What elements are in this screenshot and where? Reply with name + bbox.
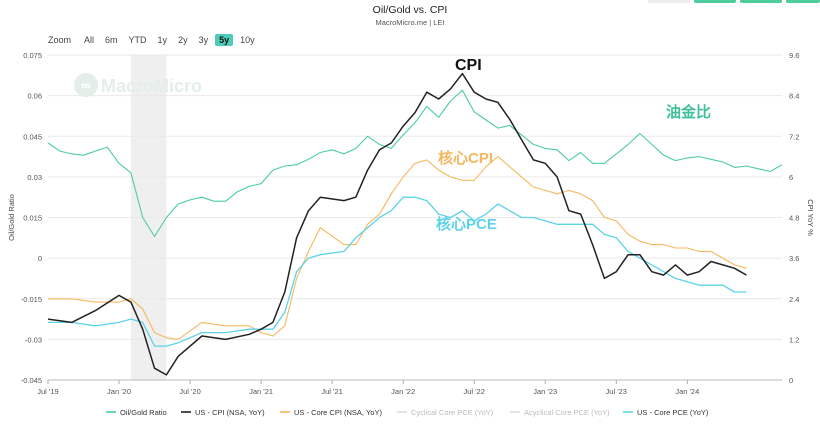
y-right-tick-label: 1.2 (789, 335, 799, 344)
toolbar-button-4[interactable] (786, 0, 820, 3)
y-right-tick-label: 9.6 (789, 51, 799, 60)
watermark-text: MacroMicro (101, 76, 202, 96)
annotation-cpi: CPI (455, 57, 482, 74)
y-left-tick-label: -0.045 (21, 376, 42, 385)
x-tick-label: Jul '22 (463, 387, 484, 396)
chart-subtitle: MacroMicro.me | LEI (375, 18, 445, 27)
y-left-tick-label: 0 (38, 254, 42, 263)
zoom-all-button[interactable]: All (84, 35, 95, 45)
y-left-tick-label: 0.06 (27, 92, 42, 101)
y-right-tick-label: 7.2 (789, 132, 799, 141)
legend-item-oil_gold[interactable]: Oil/Gold Ratio (120, 408, 167, 417)
x-tick-label: Jul '20 (179, 387, 200, 396)
y-right-tick-label: 8.4 (789, 92, 799, 101)
zoom-6m-button[interactable]: 6m (105, 35, 118, 45)
legend-item-acyclical[interactable]: Acyclical Core PCE (YoY) (524, 408, 610, 417)
y-left-tick-label: 0.075 (23, 51, 42, 60)
chart-title: Oil/Gold vs. CPI (372, 4, 448, 16)
series-line-oil_gold (47, 89, 783, 238)
zoom-5y-button[interactable]: 5y (215, 34, 234, 46)
toolbar-button-1[interactable] (648, 0, 690, 3)
x-tick-label: Jan '20 (107, 387, 131, 396)
y-right-tick-label: 4.8 (789, 214, 799, 223)
y-right-tick-label: 2.4 (789, 295, 799, 304)
y-left-tick-label: -0.03 (25, 335, 42, 344)
zoom-bar: Zoom All 6m YTD 1y 2y 3y 5y 10y (48, 34, 262, 46)
legend-item-core_pce[interactable]: US - Core PCE (YoY) (637, 408, 709, 417)
zoom-10y-button[interactable]: 10y (240, 35, 255, 45)
x-tick-label: Jul '21 (321, 387, 342, 396)
annotation-core_cpi: 核心CPI (438, 149, 493, 167)
toolbar-button-2[interactable] (694, 0, 736, 3)
annotation-oil_gold: 油金比 (666, 103, 711, 121)
zoom-ytd-button[interactable]: YTD (128, 35, 147, 45)
zoom-label: Zoom (48, 35, 72, 45)
legend-item-cpi[interactable]: US - CPI (NSA, YoY) (195, 408, 265, 417)
y-left-tick-label: -0.015 (21, 295, 42, 304)
x-tick-label: Jul '23 (606, 387, 627, 396)
legend-item-core_cpi[interactable]: US - Core CPI (NSA, YoY) (294, 408, 382, 417)
x-tick-label: Jul '19 (37, 387, 58, 396)
x-tick-label: Jan '22 (391, 387, 415, 396)
y-right-tick-label: 0 (789, 376, 793, 385)
x-tick-label: Jan '23 (533, 387, 557, 396)
watermark: ∞ MacroMicro (74, 73, 202, 97)
zoom-1y-button[interactable]: 1y (157, 35, 168, 45)
annotation-core_pce: 核心PCE (436, 215, 497, 233)
y-left-axis-label: Oil/Gold Ratio (7, 194, 16, 241)
y-right-tick-label: 6 (789, 173, 793, 182)
legend-item-cyclical[interactable]: Cyclical Core PCE (YoY) (411, 408, 494, 417)
y-left-tick-label: 0.045 (23, 132, 42, 141)
y-left-tick-label: 0.015 (23, 214, 42, 223)
watermark-logo-icon: ∞ (81, 77, 91, 93)
y-right-tick-label: 3.6 (789, 254, 799, 263)
x-tick-label: Jan '21 (249, 387, 273, 396)
y-left-tick-label: 0.03 (27, 173, 42, 182)
toolbar-button-3[interactable] (740, 0, 782, 3)
x-tick-label: Jan '24 (675, 387, 699, 396)
zoom-3y-button[interactable]: 3y (198, 35, 209, 45)
series-line-cpi (47, 72, 747, 376)
zoom-2y-button[interactable]: 2y (178, 35, 188, 45)
y-right-axis-label: CPI YoY % (806, 199, 815, 236)
series-line-core_cpi (48, 156, 747, 340)
